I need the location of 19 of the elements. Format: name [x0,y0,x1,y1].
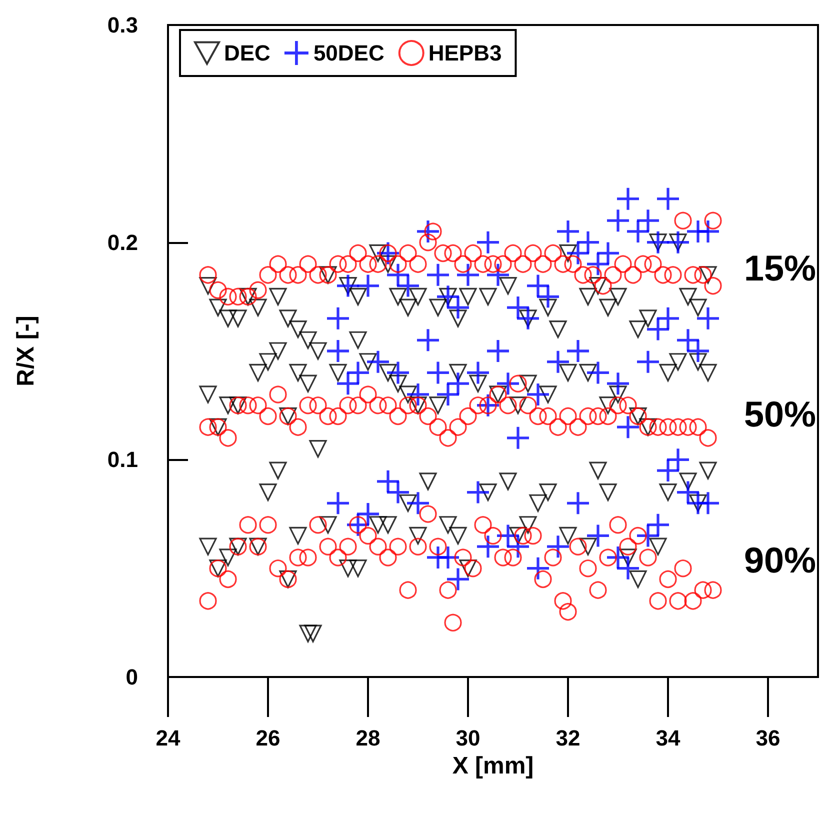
x-tick-label: 28 [356,726,380,750]
x-tick-label: 32 [556,726,580,750]
annotation: 90% [744,540,816,580]
y-axis-title: R/X [-] [12,316,40,386]
legend-label: 50DEC [313,40,384,66]
y-tick-label: 0 [126,664,138,690]
legend-label: HEPB3 [428,40,502,66]
annotation: 15% [744,248,816,288]
x-tick-label: 26 [256,726,280,750]
x-tick-label: 36 [756,726,780,750]
y-tick-label: 0.3 [107,12,138,38]
x-axis-title: X [mm] [452,752,534,780]
x-tick-label: 30 [456,726,480,750]
x-tick-label: 34 [656,726,681,750]
annotation: 50% [744,394,816,434]
legend-label: DEC [224,40,271,66]
x-tick-label: 24 [156,726,181,750]
y-tick-label: 0.1 [107,447,138,472]
y-tick-label: 0.2 [107,230,138,255]
